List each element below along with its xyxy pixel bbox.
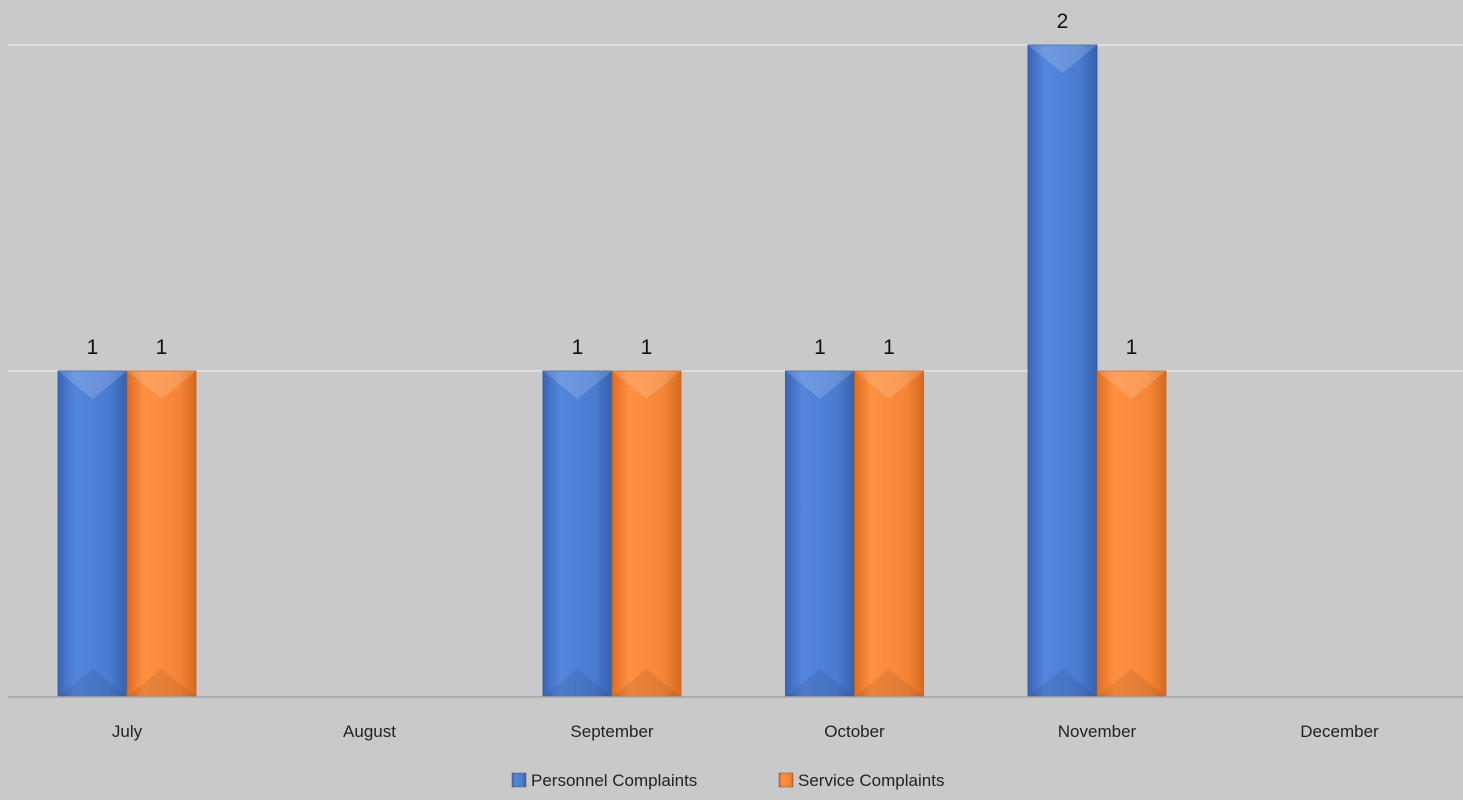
x-axis: July August September October November Decemb… [8, 696, 1463, 741]
bar-service-complaints-september [611, 370, 682, 698]
bar-personnel-complaints-july [57, 370, 128, 698]
x-tick-label: July [112, 722, 143, 741]
legend: Personnel Complaints Service Complaints [511, 771, 944, 790]
legend-label: Personnel Complaints [531, 771, 697, 790]
bar-service-complaints-october [854, 370, 924, 698]
legend-swatch [778, 772, 794, 788]
data-label: 2 [1057, 10, 1069, 33]
bars [57, 44, 1167, 698]
data-label: 1 [883, 336, 895, 359]
legend-item: Personnel Complaints [511, 771, 697, 790]
legend-swatch [511, 772, 527, 788]
legend-item: Service Complaints [778, 771, 944, 790]
bar-personnel-complaints-september [542, 370, 613, 698]
data-label: 1 [641, 336, 653, 359]
bar-personnel-complaints-october [785, 370, 855, 698]
x-tick-label: September [570, 722, 653, 741]
x-tick-label: August [343, 722, 396, 741]
data-label: 1 [572, 336, 584, 359]
bar-service-complaints-november [1096, 370, 1167, 698]
gridlines [8, 44, 1463, 372]
bar-service-complaints-july [126, 370, 197, 698]
data-label: 1 [156, 336, 168, 359]
x-tick-label: October [824, 722, 885, 741]
x-tick-label: November [1058, 722, 1137, 741]
bar-personnel-complaints-november [1027, 44, 1098, 698]
data-label: 1 [814, 336, 826, 359]
x-tick-label: December [1300, 722, 1379, 741]
data-labels: 1 1 1 1 1 1 2 1 [87, 10, 1138, 359]
data-label: 1 [1126, 336, 1138, 359]
legend-label: Service Complaints [798, 771, 944, 790]
data-label: 1 [87, 336, 99, 359]
